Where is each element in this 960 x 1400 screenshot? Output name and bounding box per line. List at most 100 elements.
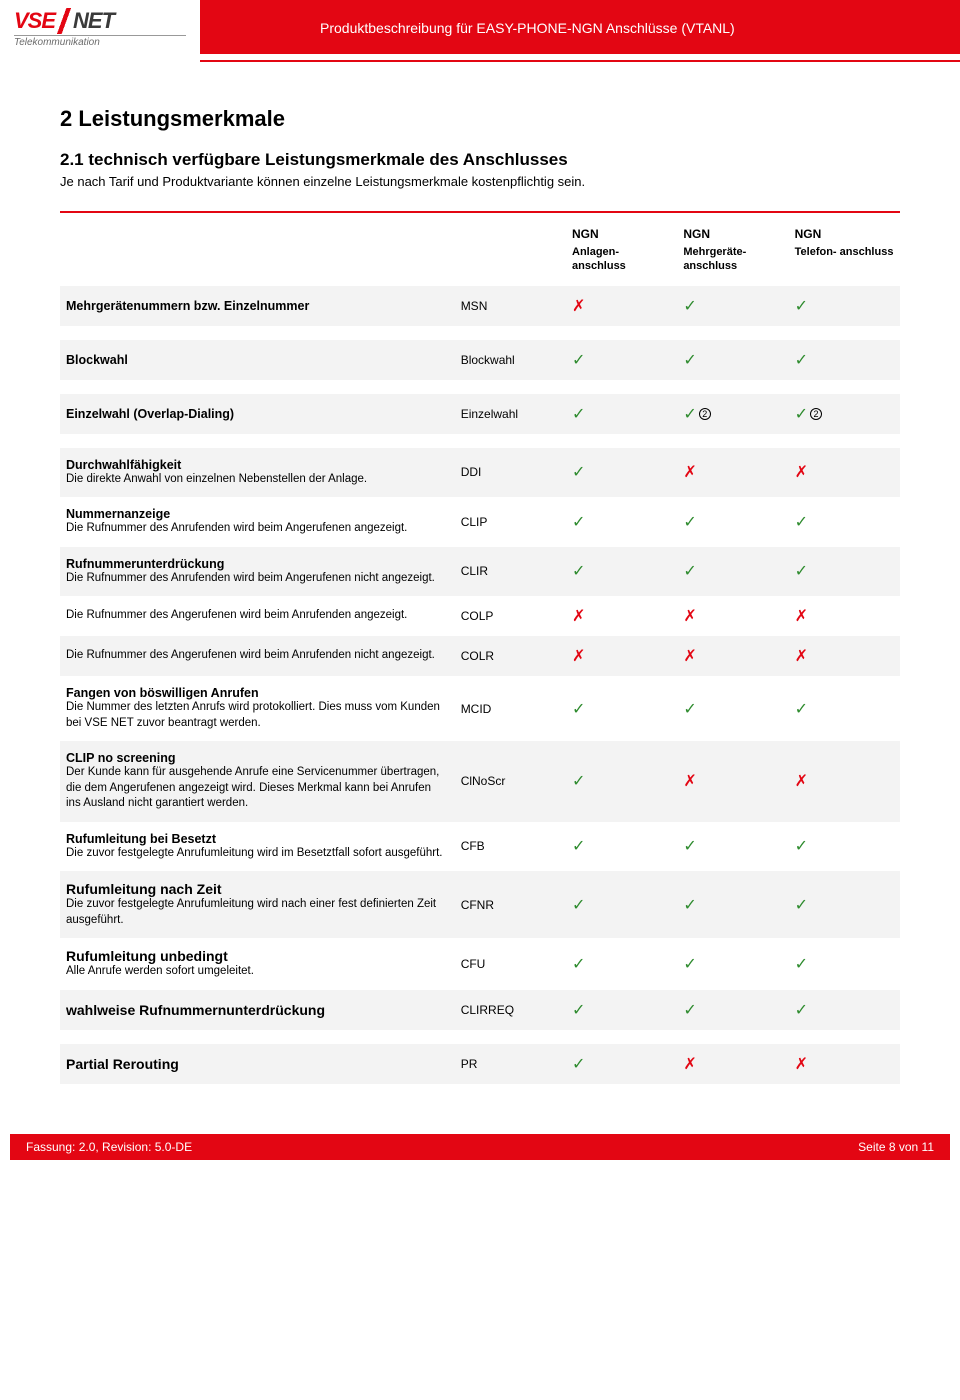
- mark-cell: ✗: [566, 286, 677, 326]
- mark-cell: ✗: [789, 448, 900, 498]
- mark-cell: ✓: [566, 871, 677, 938]
- table-row: Die Rufnummer des Angerufenen wird beim …: [60, 636, 900, 676]
- mark-cell: ✓2: [677, 394, 788, 434]
- table-row: RufnummerunterdrückungDie Rufnummer des …: [60, 547, 900, 597]
- col-head-2: NGN Telefon- anschluss: [789, 213, 900, 286]
- table-row: Rufumleitung nach ZeitDie zuvor festgele…: [60, 871, 900, 938]
- code-cell: MCID: [455, 676, 566, 741]
- header: VSE NET Telekommunikation Produktbeschre…: [0, 0, 960, 56]
- feature-cell: Die Rufnummer des Angerufenen wird beim …: [60, 636, 455, 676]
- table-row: DurchwahlfähigkeitDie direkte Anwahl von…: [60, 448, 900, 498]
- mark-cell: ✓: [566, 676, 677, 741]
- mark-cell: ✓: [677, 938, 788, 990]
- code-cell: CFNR: [455, 871, 566, 938]
- mark-cell: ✓: [566, 990, 677, 1030]
- mark-cell: ✓: [566, 547, 677, 597]
- mark-cell: ✓: [566, 822, 677, 872]
- mark-cell: ✗: [789, 1044, 900, 1084]
- table-row: Die Rufnummer des Angerufenen wird beim …: [60, 596, 900, 636]
- table-row: Fangen von böswilligen AnrufenDie Nummer…: [60, 676, 900, 741]
- code-cell: MSN: [455, 286, 566, 326]
- feature-cell: Mehrgerätenummern bzw. Einzelnummer: [60, 286, 455, 326]
- mark-cell: ✗: [677, 596, 788, 636]
- document-title: Produktbeschreibung für EASY-PHONE-NGN A…: [320, 20, 735, 36]
- separator-row: [60, 434, 900, 448]
- feature-cell: Die Rufnummer des Angerufenen wird beim …: [60, 596, 455, 636]
- mark-cell: ✓2: [789, 394, 900, 434]
- logo-vse: VSE: [14, 8, 55, 34]
- code-cell: PR: [455, 1044, 566, 1084]
- feature-cell: CLIP no screeningDer Kunde kann für ausg…: [60, 741, 455, 822]
- code-cell: Blockwahl: [455, 340, 566, 380]
- mark-cell: ✓: [566, 340, 677, 380]
- feature-cell: Einzelwahl (Overlap-Dialing): [60, 394, 455, 434]
- mark-cell: ✓: [566, 1044, 677, 1084]
- mark-cell: ✓: [566, 497, 677, 547]
- logo: VSE NET Telekommunikation: [0, 0, 200, 56]
- content: 2 Leistungsmerkmale 2.1 technisch verfüg…: [0, 56, 960, 1104]
- mark-cell: ✓: [677, 990, 788, 1030]
- mark-cell: ✓: [677, 340, 788, 380]
- code-cell: ClNoScr: [455, 741, 566, 822]
- feature-table-body: Mehrgerätenummern bzw. EinzelnummerMSN✗✓…: [60, 286, 900, 1084]
- feature-cell: Rufumleitung unbedingtAlle Anrufe werden…: [60, 938, 455, 990]
- col-head-0: NGN Anlagen- anschluss: [566, 213, 677, 286]
- table-row: Einzelwahl (Overlap-Dialing)Einzelwahl✓✓…: [60, 394, 900, 434]
- table-row: BlockwahlBlockwahl✓✓✓: [60, 340, 900, 380]
- table-row: CLIP no screeningDer Kunde kann für ausg…: [60, 741, 900, 822]
- footer: Fassung: 2.0, Revision: 5.0-DE Seite 8 v…: [10, 1134, 950, 1160]
- feature-cell: Blockwahl: [60, 340, 455, 380]
- logo-subtitle: Telekommunikation: [14, 35, 186, 48]
- mark-cell: ✗: [677, 636, 788, 676]
- feature-cell: Rufumleitung bei BesetztDie zuvor festge…: [60, 822, 455, 872]
- code-cell: DDI: [455, 448, 566, 498]
- mark-cell: ✓: [566, 741, 677, 822]
- heading-1: 2 Leistungsmerkmale: [60, 106, 900, 132]
- separator-row: [60, 1030, 900, 1044]
- mark-cell: ✗: [789, 636, 900, 676]
- mark-cell: ✗: [677, 448, 788, 498]
- code-cell: COLR: [455, 636, 566, 676]
- mark-cell: ✓: [677, 871, 788, 938]
- mark-cell: ✗: [789, 741, 900, 822]
- mark-cell: ✗: [566, 596, 677, 636]
- table-row: Rufumleitung bei BesetztDie zuvor festge…: [60, 822, 900, 872]
- mark-cell: ✓: [677, 286, 788, 326]
- code-cell: CFU: [455, 938, 566, 990]
- mark-cell: ✓: [789, 822, 900, 872]
- separator-row: [60, 380, 900, 394]
- heading-2: 2.1 technisch verfügbare Leistungsmerkma…: [60, 150, 900, 170]
- mark-cell: ✗: [677, 741, 788, 822]
- table-row: Rufumleitung unbedingtAlle Anrufe werden…: [60, 938, 900, 990]
- mark-cell: ✓: [789, 676, 900, 741]
- code-cell: COLP: [455, 596, 566, 636]
- code-cell: CLIP: [455, 497, 566, 547]
- mark-cell: ✓: [677, 822, 788, 872]
- table-row: Mehrgerätenummern bzw. EinzelnummerMSN✗✓…: [60, 286, 900, 326]
- code-cell: CFB: [455, 822, 566, 872]
- mark-cell: ✗: [789, 596, 900, 636]
- intro-text: Je nach Tarif und Produktvariante können…: [60, 174, 900, 189]
- mark-cell: ✓: [789, 990, 900, 1030]
- feature-cell: Partial Rerouting: [60, 1044, 455, 1084]
- mark-cell: ✗: [566, 636, 677, 676]
- mark-cell: ✗: [677, 1044, 788, 1084]
- col-head-1: NGN Mehrgeräte- anschluss: [677, 213, 788, 286]
- feature-table-wrap: NGN Anlagen- anschluss NGN Mehrgeräte- a…: [60, 211, 900, 1084]
- feature-table: NGN Anlagen- anschluss NGN Mehrgeräte- a…: [60, 213, 900, 1084]
- footer-left: Fassung: 2.0, Revision: 5.0-DE: [26, 1140, 192, 1154]
- feature-cell: NummernanzeigeDie Rufnummer des Anrufend…: [60, 497, 455, 547]
- feature-cell: Fangen von böswilligen AnrufenDie Nummer…: [60, 676, 455, 741]
- mark-cell: ✓: [677, 497, 788, 547]
- mark-cell: ✓: [677, 676, 788, 741]
- mark-cell: ✓: [566, 448, 677, 498]
- code-cell: CLIR: [455, 547, 566, 597]
- mark-cell: ✓: [789, 497, 900, 547]
- mark-cell: ✓: [566, 938, 677, 990]
- logo-slash: [57, 8, 71, 34]
- mark-cell: ✓: [789, 871, 900, 938]
- table-row: NummernanzeigeDie Rufnummer des Anrufend…: [60, 497, 900, 547]
- logo-net: NET: [73, 8, 114, 34]
- mark-cell: ✓: [566, 394, 677, 434]
- feature-cell: RufnummerunterdrückungDie Rufnummer des …: [60, 547, 455, 597]
